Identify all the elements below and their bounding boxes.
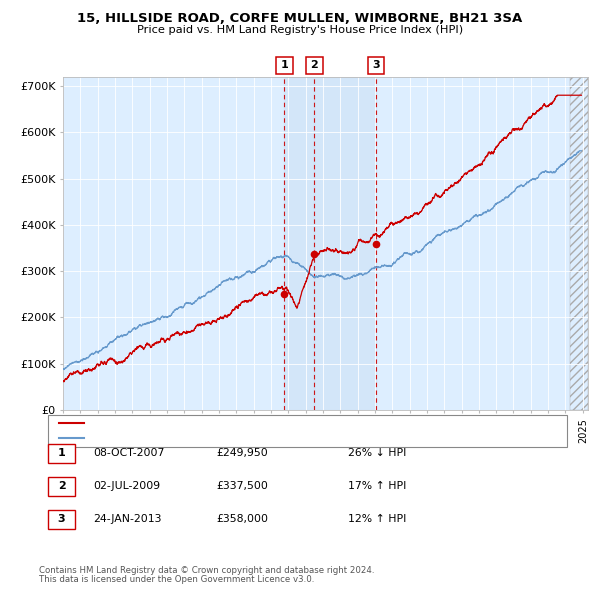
Bar bbox=[314, 77, 376, 410]
Text: 02-JUL-2009: 02-JUL-2009 bbox=[93, 481, 160, 491]
Text: 24-JAN-2013: 24-JAN-2013 bbox=[93, 514, 161, 524]
Text: £358,000: £358,000 bbox=[216, 514, 268, 524]
Text: £249,950: £249,950 bbox=[216, 448, 268, 458]
Text: HPI: Average price, detached house, Dorset: HPI: Average price, detached house, Dors… bbox=[89, 433, 302, 443]
Text: 2: 2 bbox=[310, 61, 318, 70]
Text: This data is licensed under the Open Government Licence v3.0.: This data is licensed under the Open Gov… bbox=[39, 575, 314, 584]
Text: 3: 3 bbox=[372, 61, 380, 70]
Text: Contains HM Land Registry data © Crown copyright and database right 2024.: Contains HM Land Registry data © Crown c… bbox=[39, 566, 374, 575]
Bar bbox=[284, 77, 314, 410]
Text: 15, HILLSIDE ROAD, CORFE MULLEN, WIMBORNE, BH21 3SA: 15, HILLSIDE ROAD, CORFE MULLEN, WIMBORN… bbox=[77, 12, 523, 25]
Text: 08-OCT-2007: 08-OCT-2007 bbox=[93, 448, 164, 458]
Text: 3: 3 bbox=[58, 514, 65, 524]
Bar bbox=[570, 77, 588, 410]
Text: 1: 1 bbox=[280, 61, 288, 70]
Text: 2: 2 bbox=[58, 481, 65, 491]
Text: 17% ↑ HPI: 17% ↑ HPI bbox=[348, 481, 406, 491]
Text: £337,500: £337,500 bbox=[216, 481, 268, 491]
Text: 1: 1 bbox=[58, 448, 65, 458]
Bar bbox=[570, 77, 588, 410]
Text: 26% ↓ HPI: 26% ↓ HPI bbox=[348, 448, 406, 458]
Text: 15, HILLSIDE ROAD, CORFE MULLEN, WIMBORNE, BH21 3SA (detached house): 15, HILLSIDE ROAD, CORFE MULLEN, WIMBORN… bbox=[89, 418, 472, 428]
Text: Price paid vs. HM Land Registry's House Price Index (HPI): Price paid vs. HM Land Registry's House … bbox=[137, 25, 463, 35]
Text: 12% ↑ HPI: 12% ↑ HPI bbox=[348, 514, 406, 524]
